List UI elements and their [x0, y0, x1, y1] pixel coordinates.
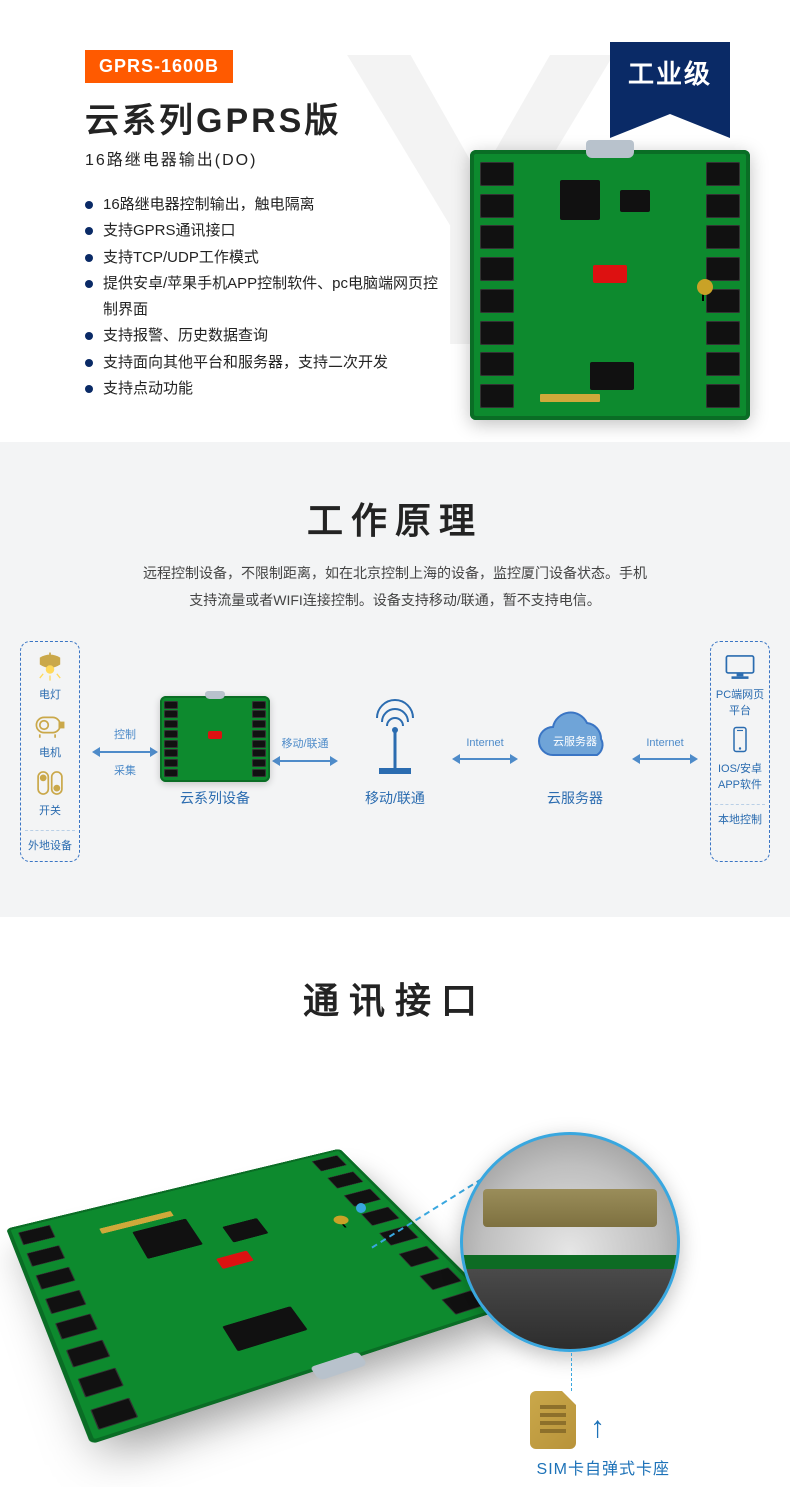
node-label: 云服务器 [547, 788, 603, 808]
cloud-icon: 云服务器 [529, 696, 621, 782]
center-flow: 控制 采集 [84, 641, 706, 862]
arrow-caption: 采集 [114, 762, 136, 778]
desc-line: 远程控制设备，不限制距离，如在北京控制上海的设备，监控厦门设备状态。手机 [143, 565, 647, 581]
feature-item: 提供安卓/苹果手机APP控制软件、pc电脑端网页控制界面 [85, 271, 445, 324]
arrow-internet-2: Internet [630, 737, 700, 767]
feature-item: 支持GPRS通讯接口 [85, 218, 445, 244]
switch-icon [33, 768, 67, 798]
arrow-caption: 移动/联通 [281, 735, 328, 751]
working-principle-section: 工作原理 远程控制设备，不限制距离，如在北京控制上海的设备，监控厦门设备状态。手… [0, 442, 790, 917]
model-tag: GPRS-1600B [85, 50, 233, 83]
arrow-internet-1: Internet [450, 737, 520, 767]
pcb-image-top [470, 150, 750, 420]
feature-item: 支持TCP/UDP工作模式 [85, 245, 445, 271]
box-label: 外地设备 [25, 830, 75, 853]
arrow-control-collect: 控制 采集 [90, 726, 160, 778]
remote-devices-box: 电灯 电机 开关 [20, 641, 80, 862]
client-item-phone: IOS/安卓APP软件 [715, 726, 765, 792]
monitor-icon [723, 652, 757, 682]
feature-item: 支持点动功能 [85, 376, 445, 402]
arrow-caption: 控制 [114, 726, 136, 742]
feature-item: 16路继电器控制输出，触电隔离 [85, 192, 445, 218]
grade-ribbon: 工业级 [610, 42, 730, 114]
section-description: 远程控制设备，不限制距离，如在北京控制上海的设备，监控厦门设备状态。手机 支持流… [20, 560, 770, 613]
zoom-callout-circle [460, 1132, 680, 1352]
motor-icon [33, 710, 67, 740]
device-item-label: 电灯 [39, 686, 61, 702]
section-title: 通讯接口 [40, 972, 750, 1024]
mini-pcb-icon [160, 696, 270, 782]
node-label: 移动/联通 [365, 788, 425, 808]
double-arrow-icon [272, 753, 338, 769]
arrow-caption: Internet [646, 737, 683, 749]
grade-ribbon-text: 工业级 [628, 59, 712, 89]
device-item-switch: 开关 [33, 768, 67, 818]
device-item-label: 开关 [39, 802, 61, 818]
sim-block: ↑ [530, 1391, 605, 1449]
client-item-label: PC端网页平台 [715, 686, 765, 718]
node-carrier: 移动/联通 [340, 696, 450, 808]
device-item-lamp: 电灯 [33, 652, 67, 702]
feature-list: 16路继电器控制输出，触电隔离 支持GPRS通讯接口 支持TCP/UDP工作模式… [85, 192, 445, 402]
interface-section: 通讯接口 [0, 917, 790, 1487]
cell-tower-icon [365, 696, 425, 782]
product-intro-section: Y 工业级 GPRS-1600B 云系列GPRS版 16路继电器输出(DO) 1… [0, 0, 790, 442]
section-title: 工作原理 [20, 492, 770, 544]
local-control-box: PC端网页平台 IOS/安卓APP软件 本地控制 [710, 641, 770, 862]
model-tag-text: GPRS-1600B [99, 56, 219, 76]
client-item-pc: PC端网页平台 [715, 652, 765, 718]
node-label: 云系列设备 [180, 788, 250, 808]
sim-card-icon [530, 1391, 576, 1449]
sim-label: SIM卡自弹式卡座 [537, 1455, 670, 1479]
arrow-carrier: 移动/联通 [270, 735, 340, 769]
lamp-icon [33, 652, 67, 682]
node-cloud-server: 云服务器 云服务器 [520, 696, 630, 808]
arrow-caption: Internet [466, 737, 503, 749]
phone-icon [723, 726, 757, 756]
double-arrow-icon [452, 751, 518, 767]
feature-item: 支持报警、历史数据查询 [85, 323, 445, 349]
cloud-pill-text: 云服务器 [553, 735, 597, 748]
device-item-motor: 电机 [33, 710, 67, 760]
device-item-label: 电机 [39, 744, 61, 760]
up-arrow-icon: ↑ [590, 1413, 605, 1443]
client-item-label: IOS/安卓APP软件 [715, 760, 765, 792]
double-arrow-icon [92, 744, 158, 760]
desc-line: 支持流量或者WIFI连接控制。设备支持移动/联通，暂不支持电信。 [189, 592, 600, 608]
feature-item: 支持面向其他平台和服务器，支持二次开发 [85, 350, 445, 376]
flow-diagram: 电灯 电机 开关 [20, 641, 770, 862]
double-arrow-icon [632, 751, 698, 767]
node-cloud-device: 云系列设备 [160, 696, 270, 808]
pcb-image-angled [40, 1107, 460, 1407]
box-label: 本地控制 [715, 804, 765, 827]
